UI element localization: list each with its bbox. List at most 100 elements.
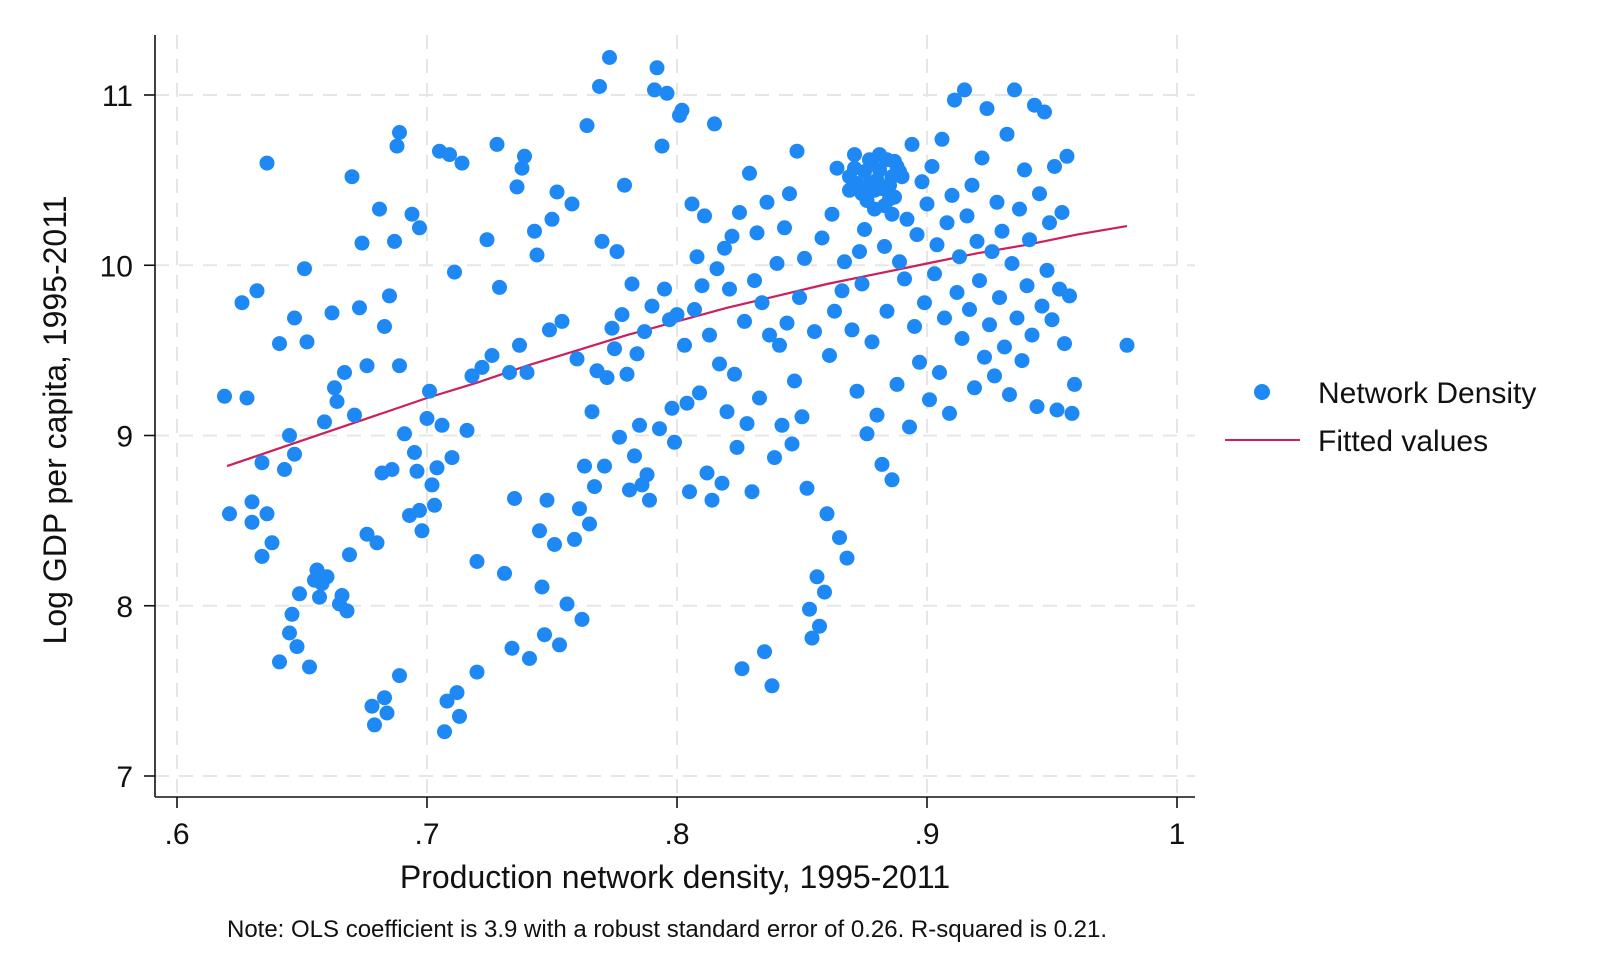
scatter-point (864, 334, 880, 350)
scatter-point (867, 182, 882, 198)
scatter-point (844, 322, 860, 338)
scatter-point (627, 448, 642, 464)
scatter-point (649, 60, 665, 76)
scatter-point (382, 288, 397, 304)
scatter-point (469, 554, 485, 569)
scatter-point (572, 501, 587, 517)
scatter-point (1049, 402, 1065, 418)
scatter-point (502, 365, 517, 380)
scatter-point (1039, 262, 1055, 278)
scatter-point (549, 184, 565, 200)
scatter-point (622, 482, 637, 498)
scatter-point (324, 305, 340, 321)
scatter-point (709, 261, 725, 277)
scatter-point (1047, 159, 1062, 174)
scatter-point (999, 126, 1015, 142)
scatter-point (564, 196, 580, 212)
scatter-point (529, 247, 545, 263)
scatter-point (837, 254, 852, 270)
scatter-point (869, 407, 885, 423)
x-tick-label: .9 (914, 818, 939, 851)
scatter-point (449, 685, 465, 701)
scatter-point (984, 244, 1000, 260)
scatter-point (857, 222, 872, 237)
scatter-point (479, 232, 495, 248)
scatter-point (852, 244, 867, 260)
scatter-point (452, 708, 467, 724)
scatter-point (934, 131, 950, 147)
y-tick-label: 9 (116, 421, 133, 454)
scatter-point (974, 150, 990, 166)
scatter-point (429, 460, 445, 476)
scatter-point (282, 428, 297, 443)
scatter-point (509, 179, 525, 195)
scatter-point (617, 177, 632, 193)
scatter-point (639, 467, 655, 483)
scatter-point (537, 627, 552, 643)
scatter-point (629, 346, 645, 362)
scatter-point (717, 240, 732, 256)
scatter-point (669, 307, 685, 323)
scatter-point (359, 358, 375, 374)
scatter-point (809, 569, 825, 585)
scatter-point (329, 394, 345, 409)
scatter-point (339, 603, 355, 619)
scatter-point (674, 102, 690, 118)
scatter-point (847, 160, 862, 176)
y-tick-label: 10 (100, 250, 133, 283)
scatter-point (799, 480, 815, 496)
scatter-point (977, 349, 992, 365)
scatter-point (222, 506, 237, 522)
scatter-point (804, 630, 820, 646)
scatter-point (439, 693, 455, 709)
scatter-point (577, 458, 592, 474)
scatter-point (889, 376, 905, 392)
scatter-point (282, 625, 297, 641)
scatter-point (684, 196, 700, 212)
scatter-point (742, 165, 757, 181)
scatter-point (724, 228, 740, 244)
scatter-point (469, 664, 485, 680)
scatter-point (459, 422, 475, 438)
scatter-point (997, 339, 1012, 355)
scatter-point (1002, 387, 1017, 403)
scatter-point (954, 331, 970, 346)
scatter-point (897, 271, 912, 287)
scatter-point (412, 220, 427, 236)
scatter-point (284, 606, 300, 622)
scatter-point (1054, 205, 1070, 220)
scatter-point (712, 356, 727, 372)
scatter-point (412, 502, 427, 518)
scatter-point (694, 278, 710, 294)
scatter-point (1064, 405, 1080, 421)
scatter-point (814, 230, 830, 246)
scatter-point (602, 50, 617, 65)
scatter-point (359, 526, 375, 542)
scatter-point (587, 479, 602, 495)
scatter-point (392, 668, 407, 684)
scatter-point (1042, 215, 1057, 231)
scatter-point (567, 531, 582, 547)
scatter-point (387, 233, 402, 249)
scatter-point (1004, 256, 1020, 271)
scatter-point (372, 201, 387, 217)
scatter-point (687, 302, 702, 317)
scatter-point (352, 300, 367, 316)
scatter-point (1022, 232, 1037, 248)
scatter-point (839, 550, 855, 566)
scatter-point (874, 456, 890, 472)
scatter-point (442, 147, 457, 163)
scatter-point (1017, 162, 1032, 178)
scatter-point (407, 445, 422, 460)
x-tick-label: .6 (164, 818, 189, 851)
scatter-point (367, 717, 382, 733)
scatter-point (609, 244, 625, 260)
scatter-point (909, 227, 925, 243)
scatter-point (584, 404, 600, 420)
scatter-points (217, 50, 1135, 740)
scatter-point (522, 651, 537, 666)
scatter-point (539, 492, 555, 508)
scatter-point (517, 148, 532, 164)
scatter-point (657, 281, 672, 297)
